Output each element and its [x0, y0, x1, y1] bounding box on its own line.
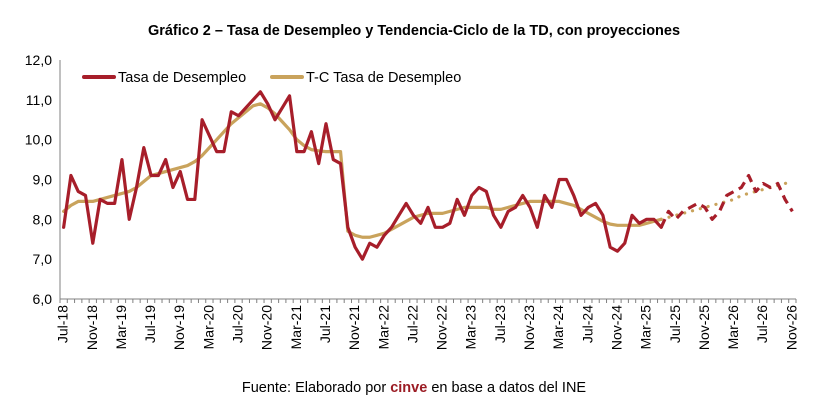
x-tick-label: Jul-21	[317, 305, 333, 343]
series-td-projection	[659, 173, 794, 228]
x-tick-label: Nov-20	[259, 305, 275, 350]
chart-title: Gráfico 2 – Tasa de Desempleo y Tendenci…	[148, 23, 680, 39]
x-tick-label: Jul-25	[667, 305, 683, 343]
x-tick-label: Jul-20	[230, 305, 246, 343]
x-tick-label: Nov-23	[521, 305, 537, 350]
x-tick-label: Nov-21	[346, 305, 362, 350]
x-axis-tick-labels: Jul-18 Nov-18 Mar-19 Jul-19 Nov-19 Mar-20 Jul-…	[55, 305, 800, 350]
source-note: Fuente: Elaborado por cinve en base a da…	[242, 380, 587, 396]
legend-label-tc: T-C Tasa de Desempleo	[306, 70, 461, 86]
x-tick-label: Jul-19	[142, 305, 158, 343]
axes	[59, 60, 797, 303]
x-tick-label: Mar-19	[113, 305, 129, 350]
x-tick-label: Jul-22	[404, 305, 420, 343]
x-tick-label: Mar-24	[550, 305, 566, 350]
x-tick-label: Jul-24	[579, 305, 595, 343]
source-brand: cinve	[390, 380, 427, 396]
x-tick-label: Mar-21	[288, 305, 304, 350]
y-axis-ticks: 6,0 7,0 8,0 9,0 10,0 11,0 12,0	[25, 52, 52, 307]
x-tick-label: Mar-22	[375, 305, 391, 350]
x-tick-label: Mar-23	[463, 305, 479, 350]
y-tick-label: 6,0	[33, 291, 53, 307]
x-tick-label: Nov-25	[696, 305, 712, 350]
x-tick-label: Mar-20	[200, 305, 216, 350]
y-tick-label: 7,0	[33, 251, 53, 267]
source-prefix: Fuente: Elaborado por	[242, 380, 390, 396]
series-layer	[62, 90, 794, 261]
legend-label-td: Tasa de Desempleo	[118, 70, 246, 86]
y-tick-label: 12,0	[25, 52, 52, 68]
x-tick-label: Nov-24	[608, 305, 624, 350]
x-tick-label: Mar-25	[638, 305, 654, 350]
x-tick-label: Mar-26	[725, 305, 741, 350]
x-tick-label: Nov-22	[434, 305, 450, 350]
y-tick-label: 9,0	[33, 172, 53, 188]
y-tick-label: 10,0	[25, 132, 52, 148]
x-tick-label: Jul-26	[754, 305, 770, 343]
y-tick-label: 8,0	[33, 211, 53, 227]
x-tick-label: Nov-26	[783, 305, 799, 350]
series-td-observed	[62, 90, 663, 261]
x-tick-label: Jul-18	[55, 305, 71, 343]
x-tick-label: Jul-23	[492, 305, 508, 343]
series-tc-observed	[62, 102, 663, 239]
x-tick-label: Nov-19	[171, 305, 187, 350]
source-suffix: en base a datos del INE	[427, 380, 586, 396]
legend: Tasa de Desempleo T-C Tasa de Desempleo	[82, 70, 461, 86]
x-tick-label: Nov-18	[84, 305, 100, 350]
y-tick-label: 11,0	[26, 92, 52, 108]
